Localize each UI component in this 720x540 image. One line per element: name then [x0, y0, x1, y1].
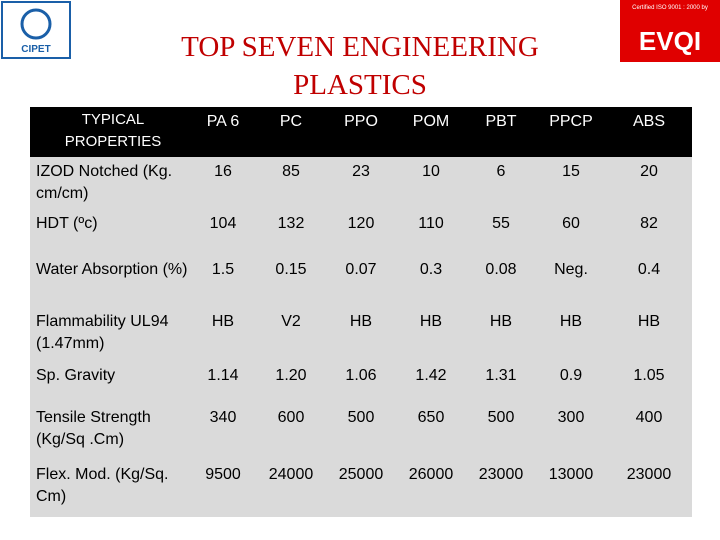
table-cell: 10: [422, 163, 440, 180]
table-cell: 104: [209, 215, 237, 232]
column-header: PPO: [344, 113, 378, 130]
table-cell: 300: [557, 409, 585, 426]
column-header: POM: [412, 113, 450, 130]
table-cell: 60: [562, 215, 580, 232]
row-label: Sp. Gravity: [36, 367, 116, 384]
slide-title: TOP SEVEN ENGINEERING PLASTICS: [181, 31, 539, 101]
table-cell: 85: [282, 163, 300, 180]
column-header: PPCP: [549, 113, 593, 130]
table-cell: 1.06: [345, 367, 377, 384]
table-cell: 650: [417, 409, 445, 426]
row-label: IZOD Notched (Kg. cm/cm): [36, 163, 173, 202]
row-label: Flex. Mod. (Kg/Sq. Cm): [36, 466, 169, 505]
table-cell: HB: [349, 313, 373, 330]
table-cell: 1.05: [633, 367, 665, 384]
table-cell: 0.07: [345, 261, 377, 278]
table-cell: V2: [281, 313, 301, 330]
table-cell: 600: [277, 409, 305, 426]
table-cell: 0.08: [485, 261, 517, 278]
table-cell: HB: [211, 313, 235, 330]
row-label: Tensile Strength (Kg/Sq .Cm): [36, 409, 151, 448]
header-row-bg: [30, 107, 692, 157]
table-cell: 20: [640, 163, 658, 180]
table-cell: HB: [489, 313, 513, 330]
logo-right-text: EVQI: [639, 26, 701, 56]
table-cell: 0.4: [637, 261, 661, 278]
table-cell: 0.3: [419, 261, 443, 278]
column-header: TYPICAL PROPERTIES: [64, 111, 162, 150]
table-cell: 0.9: [559, 367, 583, 384]
table-cell: 500: [487, 409, 515, 426]
table-cell: 120: [347, 215, 375, 232]
table-cell: HB: [637, 313, 661, 330]
row-label: Flammability UL94 (1.47mm): [36, 313, 169, 352]
evqi-logo: [620, 0, 720, 62]
table-cell: 25000: [338, 466, 384, 483]
table-cell: 23: [352, 163, 370, 180]
table-cell: 82: [640, 215, 658, 232]
table-cell: 400: [635, 409, 663, 426]
column-header: PA 6: [206, 113, 240, 130]
table-cell: Neg.: [554, 261, 588, 278]
table-cell: 1.20: [275, 367, 307, 384]
table-cell: 500: [347, 409, 375, 426]
row-label: HDT (ºc): [36, 215, 98, 232]
logo-right-caption: Certified ISO 9001 : 2000 by: [632, 5, 708, 11]
table-cell: 24000: [268, 466, 314, 483]
column-header: PBT: [485, 113, 517, 130]
table-cell: 55: [492, 215, 510, 232]
logos: CIPET Certified ISO 9001 : 2000 by EVQI: [1, 0, 720, 62]
table: TYPICAL PROPERTIES PA 6 PC PPO POM PBT PPCP ABS…: [30, 107, 692, 517]
table-cell: 1.14: [207, 367, 239, 384]
logo-ring: [20, 8, 52, 40]
table-cell: 0.15: [275, 261, 307, 278]
table-cell: 340: [209, 409, 237, 426]
column-header: PC: [279, 113, 303, 130]
table-cell: 110: [418, 215, 444, 232]
table-cell: 1.31: [485, 367, 517, 384]
table-cell: 1.42: [415, 367, 447, 384]
table-cell: 15: [562, 163, 580, 180]
table-cell: 16: [214, 163, 232, 180]
table-cell: 23000: [626, 466, 672, 483]
table-cell: HB: [419, 313, 443, 330]
logo-left-text: CIPET: [21, 44, 50, 55]
table-cell: 26000: [408, 466, 454, 483]
table-cell: 6: [496, 163, 506, 180]
table-cell: 132: [277, 215, 305, 232]
column-header: ABS: [632, 113, 665, 130]
row-label: Water Absorption (%): [36, 261, 188, 278]
table-cell: 1.5: [211, 261, 235, 278]
table-cell: 23000: [478, 466, 524, 483]
table-cell: HB: [559, 313, 583, 330]
table-cell: 13000: [548, 466, 594, 483]
table-cell: 9500: [205, 466, 241, 483]
